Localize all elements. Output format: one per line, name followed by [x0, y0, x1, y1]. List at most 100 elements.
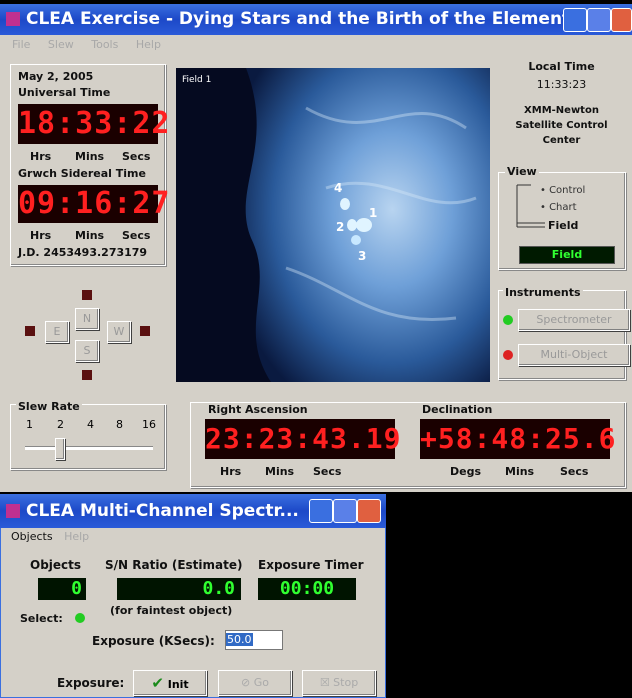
menu-item[interactable]: Tools	[91, 38, 118, 51]
unit-label: Secs	[313, 465, 341, 478]
menu-item[interactable]: Help	[64, 530, 89, 543]
menu-bar: Objects Help	[1, 528, 385, 546]
ra-display: 23:23:43.19	[205, 419, 395, 459]
slider-track	[25, 446, 153, 450]
view-option[interactable]: • Control	[540, 185, 585, 196]
west-button[interactable]: W	[107, 321, 131, 343]
instruments-panel	[498, 290, 626, 380]
sn-display: 0.0	[117, 578, 241, 600]
menu-item[interactable]: Slew	[48, 38, 74, 51]
unit-label: Mins	[265, 465, 294, 478]
center-name: XMM-Newton	[498, 105, 625, 116]
instruments-title: Instruments	[503, 286, 583, 299]
select-label: Select:	[20, 612, 63, 625]
sn-note: (for faintest object)	[110, 604, 232, 617]
stop-button[interactable]: ☒ Stop	[302, 670, 376, 696]
unit-label: Mins	[75, 229, 104, 242]
rate-label[interactable]: 1	[26, 418, 33, 431]
select-led[interactable]	[75, 613, 85, 623]
star-label: 3	[358, 249, 366, 263]
rate-label[interactable]: 2	[57, 418, 64, 431]
title-bar: CLEA Exercise - Dying Stars and the Birt…	[0, 4, 632, 35]
rate-label[interactable]: 4	[87, 418, 94, 431]
slew-rate-title: Slew Rate	[16, 400, 82, 413]
menu-bar: File Slew Tools Help	[0, 35, 632, 55]
multi-object-button[interactable]: Multi-Object	[518, 344, 630, 366]
rate-label[interactable]: 8	[116, 418, 123, 431]
star-label: 1	[369, 206, 377, 220]
status-led	[503, 350, 513, 360]
view-option-text: Control	[549, 185, 585, 196]
center-name: Center	[498, 135, 625, 146]
dec-display: +58:48:25.6	[420, 419, 610, 459]
close-button[interactable]	[611, 8, 632, 32]
south-button[interactable]: S	[75, 340, 99, 362]
maximize-button[interactable]	[333, 499, 357, 523]
maximize-button[interactable]	[587, 8, 611, 32]
slew-led	[82, 370, 92, 380]
local-time-label: Local Time	[498, 60, 625, 73]
status-led	[503, 315, 513, 325]
ra-label: Right Ascension	[208, 403, 308, 416]
ut-label: Universal Time	[18, 86, 110, 99]
date: May 2, 2005	[18, 70, 93, 83]
julian-date: J.D. 2453493.273179	[18, 246, 147, 259]
exposure-input[interactable]: 50.0	[225, 630, 283, 650]
ut-display: 18:33:22	[18, 104, 158, 144]
unit-label: Hrs	[30, 150, 51, 163]
slider-thumb[interactable]	[55, 438, 65, 460]
dec-label: Declination	[422, 403, 492, 416]
screen: CLEA Exercise - Dying Stars and the Birt…	[0, 0, 632, 698]
star-label: 2	[336, 220, 344, 234]
slew-rate-panel	[10, 404, 166, 470]
unit-label: Mins	[505, 465, 534, 478]
minimize-button[interactable]	[563, 8, 587, 32]
center-name: Satellite Control	[498, 120, 625, 131]
unit-label: Mins	[75, 150, 104, 163]
button-text: Go	[254, 676, 269, 689]
minimize-button[interactable]	[309, 499, 333, 523]
button-text: Stop	[333, 676, 358, 689]
view-option[interactable]: Field	[548, 219, 578, 232]
view-title: View	[505, 165, 539, 178]
unit-label: Secs	[122, 229, 150, 242]
init-button[interactable]: ✔ Init	[133, 670, 207, 696]
exposure-buttons-label: Exposure:	[57, 676, 124, 690]
view-option[interactable]: • Chart	[540, 202, 577, 213]
field-image: Field 1 4 1 2 3	[176, 68, 490, 382]
view-option-text: Chart	[549, 202, 576, 213]
menu-item[interactable]: Help	[136, 38, 161, 51]
st-display: 09:16:27	[18, 185, 158, 223]
window-title: CLEA Exercise - Dying Stars and the Birt…	[26, 9, 580, 29]
star-label: 4	[334, 181, 342, 195]
objects-label: Objects	[30, 558, 81, 572]
timer-label: Exposure Timer	[258, 558, 364, 572]
unit-label: Hrs	[220, 465, 241, 478]
go-button[interactable]: ⊘ Go	[218, 670, 292, 696]
slew-led	[25, 326, 35, 336]
local-time: 11:33:23	[498, 78, 625, 91]
rate-label[interactable]: 16	[142, 418, 156, 431]
unit-label: Degs	[450, 465, 481, 478]
spectrometer-button[interactable]: Spectrometer	[518, 309, 630, 331]
close-button[interactable]	[357, 499, 381, 523]
north-button[interactable]: N	[75, 308, 99, 330]
menu-item[interactable]: File	[12, 38, 30, 51]
window-title: CLEA Multi-Channel Spectr...	[26, 501, 299, 521]
unit-label: Secs	[560, 465, 588, 478]
button-text: Init	[168, 678, 189, 691]
east-button[interactable]: E	[45, 321, 69, 343]
st-label: Grwch Sidereal Time	[18, 167, 146, 180]
menu-item[interactable]: Objects	[11, 530, 53, 543]
timer-display: 00:00	[258, 578, 356, 600]
objects-display: 0	[38, 578, 86, 600]
exposure-label: Exposure (KSecs):	[92, 634, 215, 648]
view-indicator: Field	[519, 246, 615, 264]
exposure-value: 50.0	[226, 633, 253, 646]
field-label: Field 1	[182, 75, 211, 85]
unit-label: Secs	[122, 150, 150, 163]
unit-label: Hrs	[30, 229, 51, 242]
slew-led	[82, 290, 92, 300]
slew-led	[140, 326, 150, 336]
sn-label: S/N Ratio (Estimate)	[105, 558, 243, 572]
